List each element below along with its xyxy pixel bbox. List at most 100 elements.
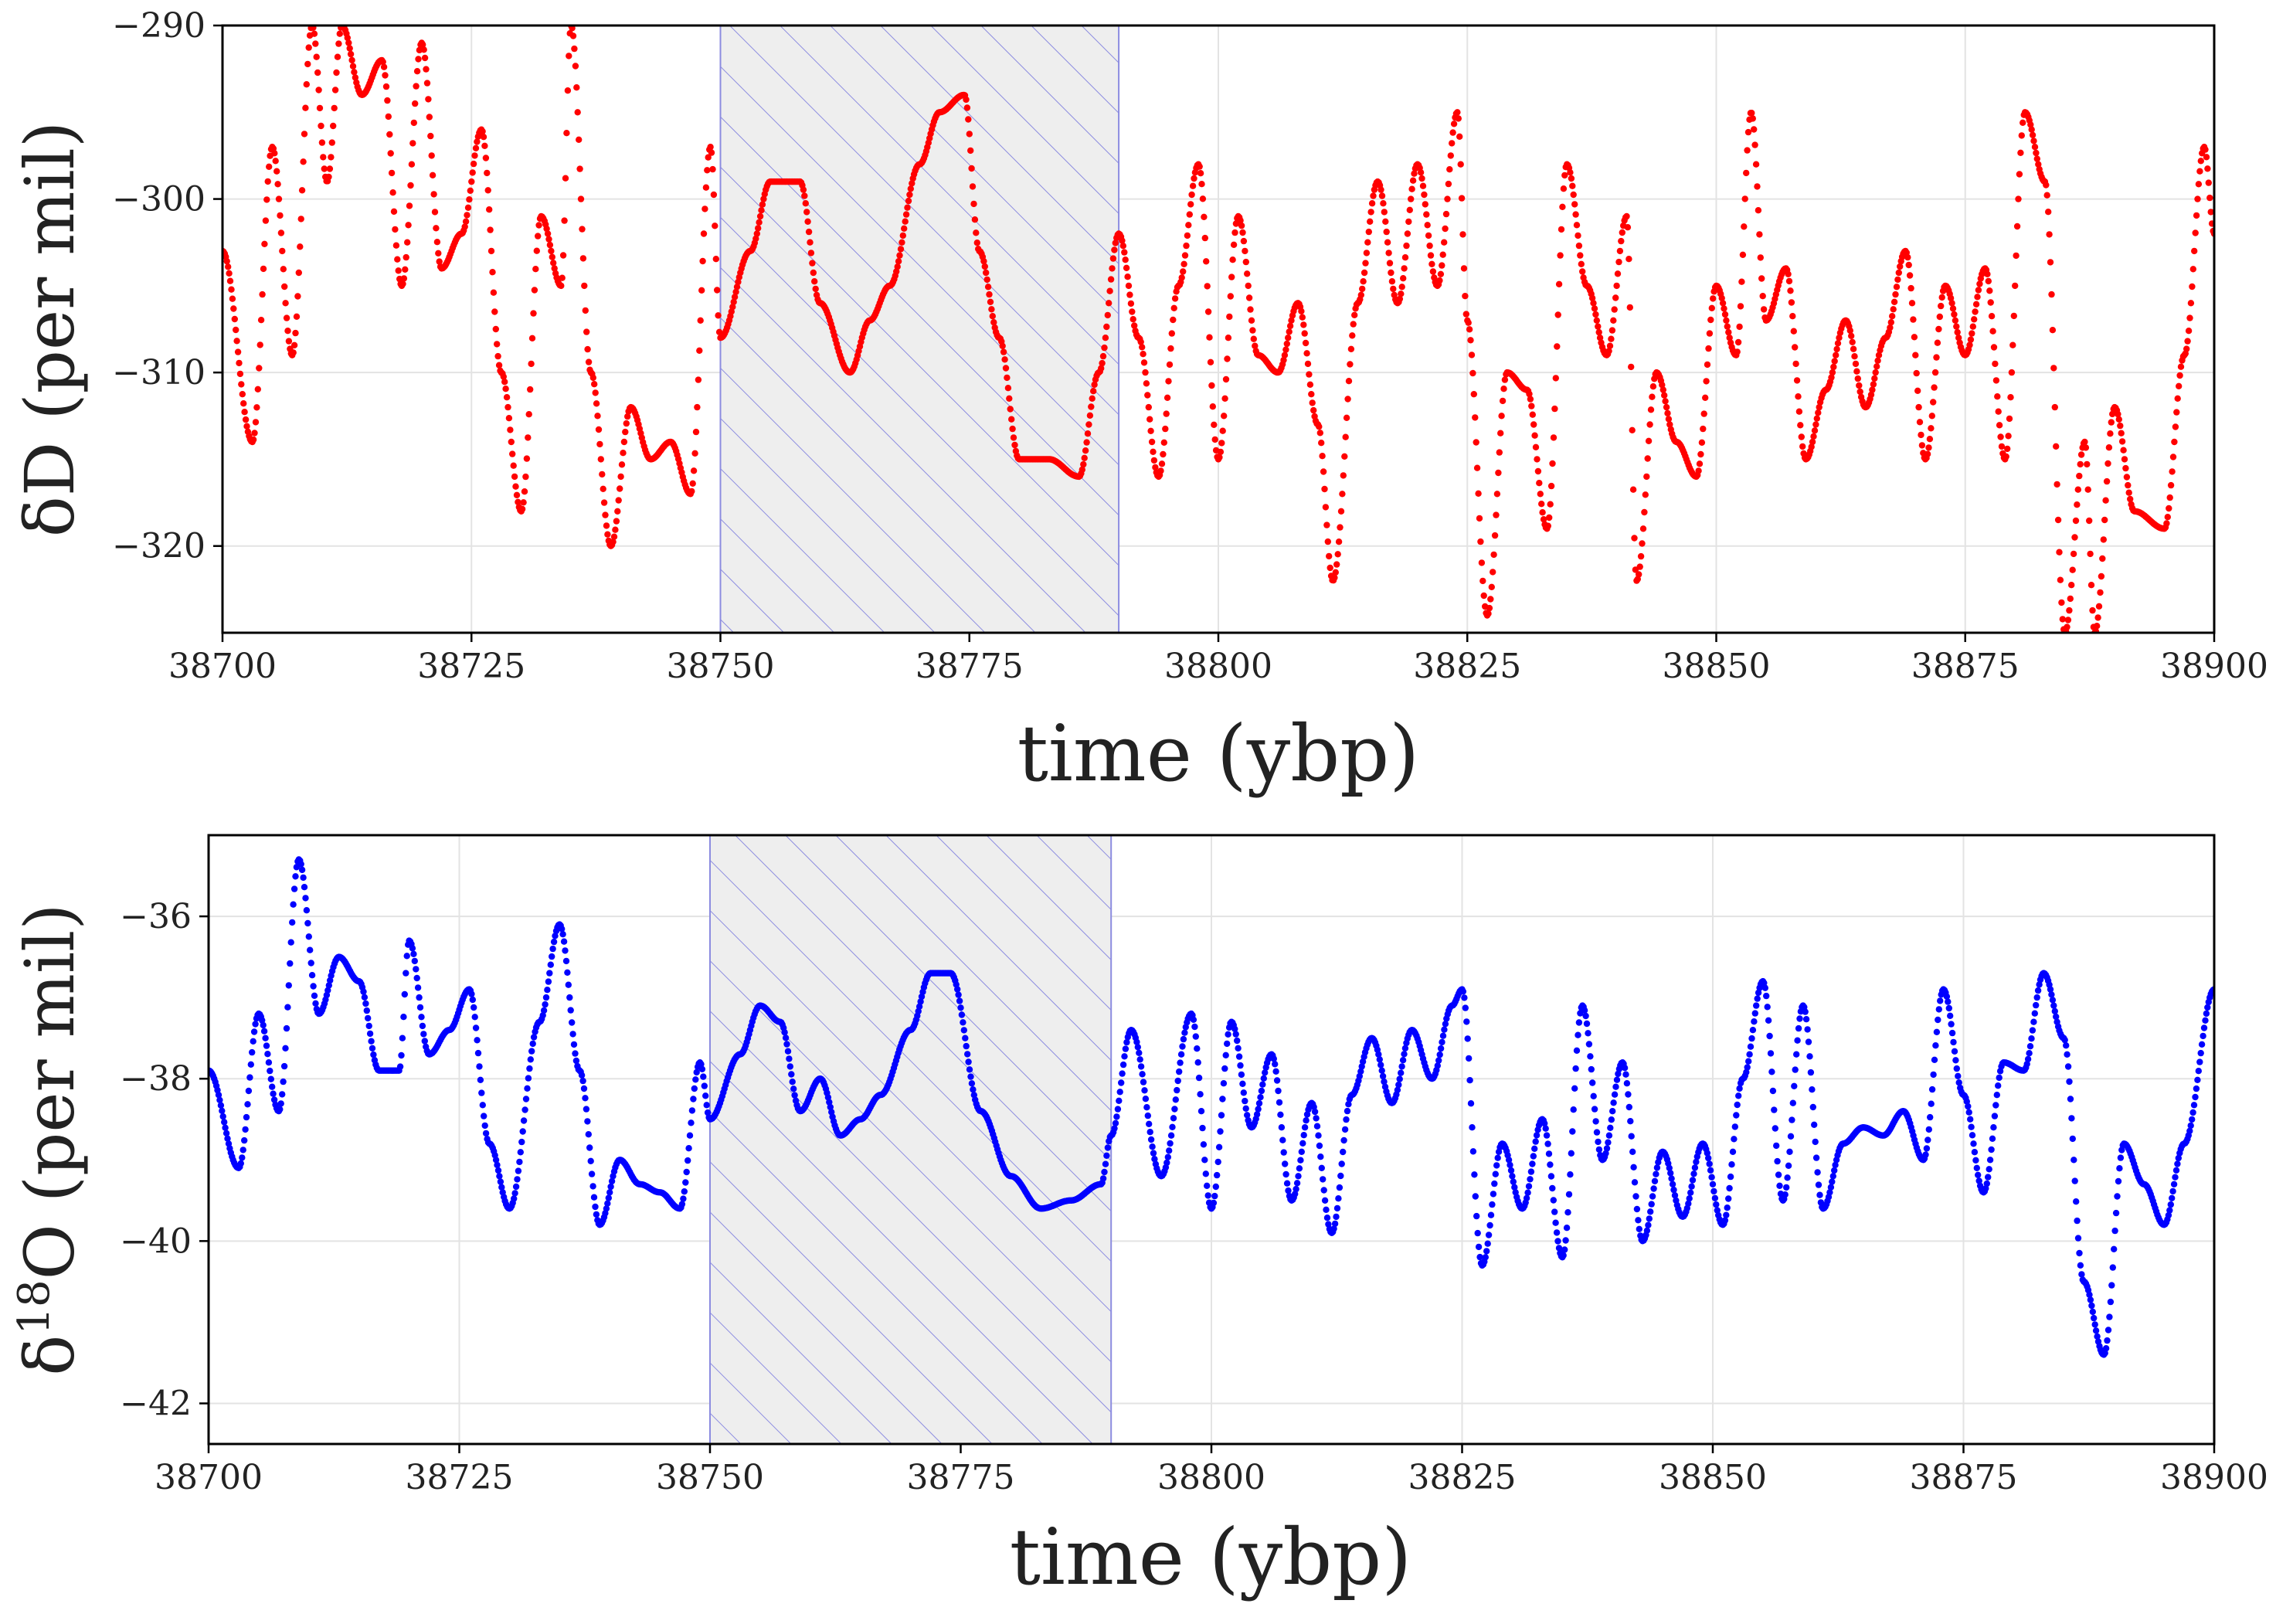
top-data-point	[1987, 299, 1994, 306]
bottom-data-point	[1357, 1068, 1364, 1075]
bottom-data-point	[1340, 1148, 1347, 1156]
top-data-point	[1340, 472, 1347, 479]
bottom-data-point	[2094, 1333, 2101, 1340]
top-data-point	[987, 298, 994, 305]
bottom-data-point	[1315, 1132, 1322, 1139]
top-data-point	[732, 288, 739, 295]
bottom-data-point	[2053, 1013, 2060, 1021]
bottom-data-point	[693, 1069, 700, 1076]
top-data-point	[760, 195, 767, 202]
bottom-data-point	[2202, 1017, 2209, 1024]
bottom-data-point	[1814, 1169, 1821, 1176]
top-data-point	[1408, 195, 1415, 202]
top-data-point	[1914, 387, 1921, 394]
top-data-point	[494, 352, 501, 360]
bottom-data-point	[1550, 1197, 1558, 1204]
top-data-point	[970, 200, 977, 208]
top-data-point	[1998, 443, 2006, 450]
bottom-data-point	[1709, 1181, 1717, 1188]
bottom-data-point	[519, 1128, 526, 1135]
top-data-point	[694, 403, 701, 411]
bottom-data-point	[1318, 1164, 1326, 1172]
top-data-point	[1359, 285, 1366, 293]
top-data-point	[2066, 606, 2073, 614]
bottom-data-point	[368, 1038, 375, 1045]
top-data-point	[2077, 451, 2085, 458]
top-data-point	[1698, 439, 1706, 446]
top-data-point	[1385, 250, 1392, 257]
top-data-point	[1201, 213, 1208, 220]
bottom-data-point	[2048, 991, 2055, 998]
top-data-point	[1460, 265, 1468, 272]
bottom-data-point	[2108, 1282, 2115, 1289]
top-data-point	[346, 45, 353, 52]
top-data-point	[899, 232, 907, 240]
bottom-data-point	[396, 1063, 404, 1070]
bottom-data-point	[1530, 1153, 1537, 1160]
top-data-point	[558, 282, 565, 290]
top-data-point	[807, 239, 814, 246]
top-data-point	[1101, 344, 1108, 352]
top-data-point	[1299, 314, 1306, 321]
top-data-point	[1760, 306, 1768, 313]
top-data-point	[1316, 423, 1323, 430]
top-data-point	[593, 400, 600, 407]
bottom-data-point	[410, 950, 417, 958]
bottom-data-point	[1345, 1101, 1352, 1108]
bottom-data-point	[2174, 1160, 2181, 1167]
bottom-data-point	[1802, 1016, 1810, 1023]
top-data-point	[1916, 419, 1924, 426]
top-data-point	[1249, 327, 1256, 334]
top-data-point	[407, 182, 414, 189]
top-data-point	[1455, 115, 1462, 122]
top-data-point	[1924, 450, 1931, 457]
top-data-point	[1368, 200, 1376, 207]
top-data-point	[1106, 287, 1113, 294]
top-data-point	[1758, 275, 1765, 282]
bottom-data-point	[1473, 1212, 1480, 1220]
top-data-point	[284, 328, 291, 335]
top-data-point	[1575, 232, 1581, 240]
bottom-data-point	[1955, 1072, 1962, 1080]
top-data-point	[1629, 486, 1637, 493]
top-data-point	[579, 255, 587, 262]
top-data-point	[1421, 191, 1428, 199]
top-data-point	[2089, 606, 2096, 614]
top-data-point	[1744, 147, 1751, 154]
bottom-data-point	[1968, 1123, 1975, 1130]
bottom-data-point	[1111, 1125, 1118, 1132]
bottom-data-point	[2170, 1181, 2178, 1188]
top-data-point	[2069, 566, 2076, 573]
bottom-data-point	[1764, 1004, 1771, 1011]
top-data-point	[1139, 344, 1146, 351]
top-data-point	[1570, 191, 1577, 199]
bottom-data-point	[2186, 1127, 2193, 1135]
top-data-point	[2166, 494, 2173, 501]
top-data-point	[1499, 397, 1507, 405]
bottom-data-point	[603, 1205, 610, 1212]
top-data-point	[243, 423, 250, 430]
bottom-data-point	[567, 1007, 574, 1014]
top-data-point	[2067, 595, 2074, 603]
top-data-point	[1462, 293, 1469, 300]
top-data-point	[550, 260, 557, 267]
top-data-point	[1349, 332, 1356, 339]
bottom-data-point	[1632, 1193, 1639, 1200]
top-data-point	[1204, 308, 1212, 315]
bottom-data-point	[1464, 1035, 1471, 1042]
bottom-data-point	[1101, 1168, 1108, 1176]
top-data-point	[983, 269, 990, 277]
top-data-point	[1426, 242, 1433, 250]
bottom-data-point	[1484, 1240, 1491, 1247]
top-data-point	[712, 223, 718, 229]
top-data-point	[730, 298, 737, 305]
bottom-data-point	[512, 1183, 520, 1191]
bottom-data-point	[1993, 1092, 2000, 1099]
top-data-point	[1890, 298, 1898, 305]
bottom-data-point	[1650, 1185, 1657, 1192]
top-data-point	[1316, 430, 1324, 437]
top-data-point	[1833, 345, 1840, 353]
bottom-data-point	[287, 960, 294, 967]
bottom-data-point	[1331, 1220, 1339, 1228]
top-data-point	[1197, 170, 1204, 177]
